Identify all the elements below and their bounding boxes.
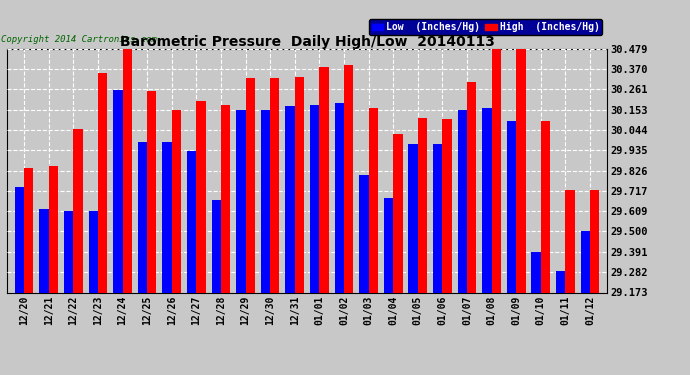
Bar: [319, 67, 328, 292]
Bar: [162, 142, 172, 292]
Bar: [565, 190, 575, 292]
Bar: [590, 190, 600, 292]
Bar: [491, 49, 501, 292]
Bar: [88, 211, 98, 292]
Bar: [236, 110, 246, 292]
Bar: [246, 78, 255, 292]
Bar: [113, 90, 123, 292]
Bar: [221, 105, 230, 292]
Bar: [393, 134, 402, 292]
Legend: Low  (Inches/Hg), High  (Inches/Hg): Low (Inches/Hg), High (Inches/Hg): [368, 20, 602, 35]
Bar: [408, 144, 417, 292]
Title: Barometric Pressure  Daily High/Low  20140113: Barometric Pressure Daily High/Low 20140…: [119, 35, 495, 49]
Bar: [261, 110, 270, 292]
Bar: [123, 49, 132, 292]
Bar: [335, 103, 344, 292]
Bar: [73, 129, 83, 292]
Bar: [172, 110, 181, 292]
Bar: [556, 271, 565, 292]
Bar: [197, 101, 206, 292]
Text: Copyright 2014 Cartronics.com: Copyright 2014 Cartronics.com: [1, 35, 157, 44]
Bar: [295, 76, 304, 292]
Bar: [138, 142, 147, 292]
Bar: [39, 209, 49, 292]
Bar: [531, 252, 541, 292]
Bar: [467, 82, 476, 292]
Bar: [212, 200, 221, 292]
Bar: [98, 73, 107, 292]
Bar: [49, 166, 58, 292]
Bar: [580, 231, 590, 292]
Bar: [482, 108, 491, 292]
Bar: [507, 122, 516, 292]
Bar: [442, 120, 452, 292]
Bar: [368, 108, 378, 292]
Bar: [541, 122, 550, 292]
Bar: [147, 92, 157, 292]
Bar: [14, 187, 24, 292]
Bar: [359, 176, 368, 292]
Bar: [384, 198, 393, 292]
Bar: [433, 144, 442, 292]
Bar: [516, 49, 526, 292]
Bar: [270, 78, 279, 292]
Bar: [286, 106, 295, 292]
Bar: [187, 151, 197, 292]
Bar: [417, 118, 427, 292]
Bar: [310, 105, 319, 292]
Bar: [457, 110, 467, 292]
Bar: [64, 211, 73, 292]
Bar: [24, 168, 34, 292]
Bar: [344, 65, 353, 292]
